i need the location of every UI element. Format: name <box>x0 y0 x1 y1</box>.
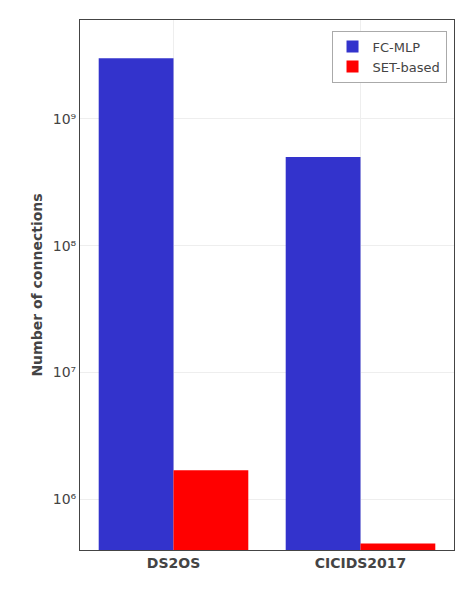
svg-text:CICIDS2017: CICIDS2017 <box>315 555 407 571</box>
svg-text:10⁶: 10⁶ <box>53 491 77 507</box>
svg-text:FC-MLP: FC-MLP <box>373 40 421 55</box>
svg-text:Number of connections: Number of connections <box>29 193 45 376</box>
svg-text:10⁸: 10⁸ <box>53 238 77 254</box>
svg-text:10⁹: 10⁹ <box>53 111 77 127</box>
svg-text:10⁷: 10⁷ <box>53 364 76 380</box>
svg-text:DS2OS: DS2OS <box>147 555 200 571</box>
svg-text:SET-based: SET-based <box>373 60 440 75</box>
